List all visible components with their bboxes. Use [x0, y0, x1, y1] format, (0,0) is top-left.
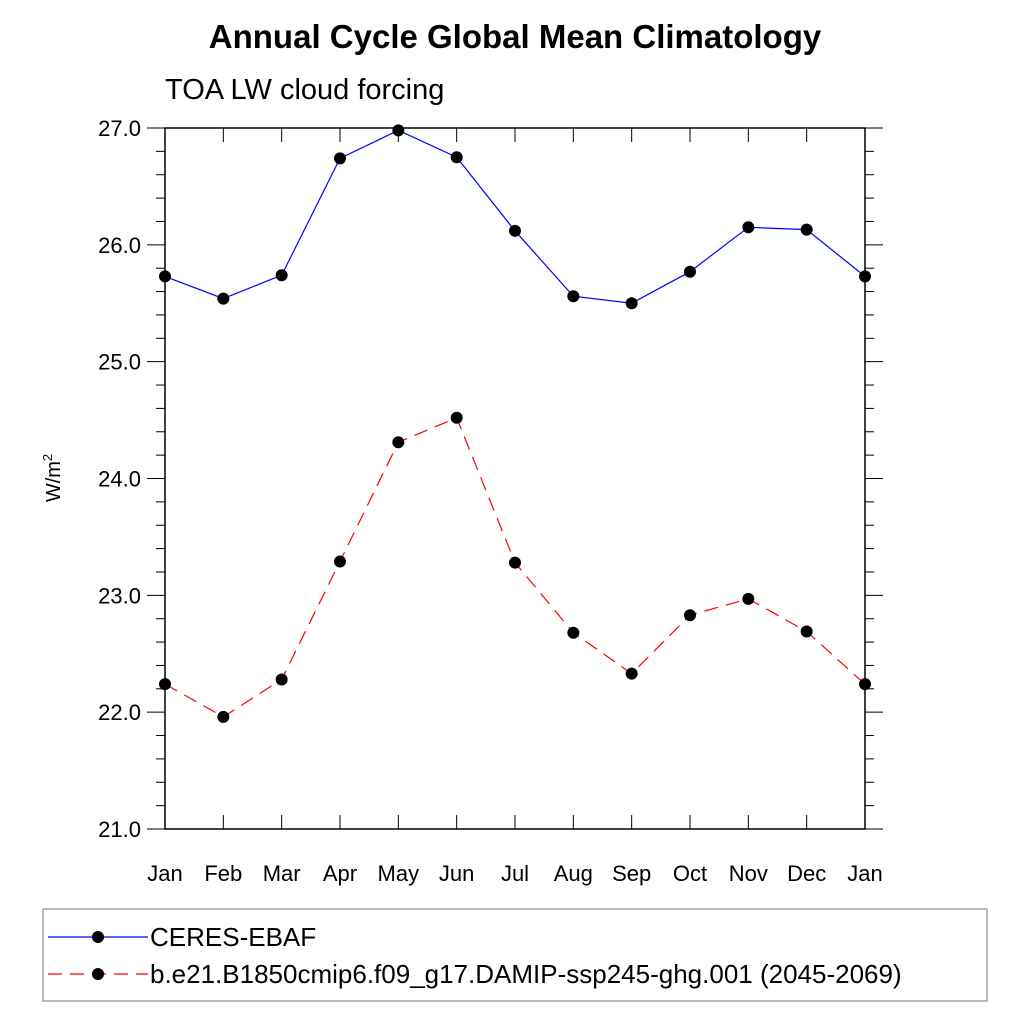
- series-line-1: [164, 129, 866, 304]
- series-2-point: [742, 592, 755, 605]
- series-1-point: [567, 290, 580, 303]
- series-1-point: [742, 221, 755, 234]
- series-1-point: [800, 223, 813, 236]
- series-1-point: [625, 297, 638, 310]
- series-2-point: [159, 678, 171, 691]
- x-tick-label: May: [378, 861, 420, 886]
- series-2-point: [217, 710, 230, 723]
- series-2-point: [625, 667, 638, 680]
- legend-label-1: CERES-EBAF: [150, 922, 316, 952]
- x-tick-label: Aug: [554, 861, 593, 886]
- chart-subtitle: TOA LW cloud forcing: [165, 74, 444, 106]
- y-axis-label-text: W/m: [43, 461, 65, 502]
- series-2-point: [567, 626, 580, 639]
- series-1-point: [275, 269, 288, 282]
- y-tick-label: 27.0: [98, 116, 141, 141]
- y-axis-label: W/m2: [40, 454, 65, 502]
- series-2-point: [684, 609, 696, 622]
- legend-box: [42, 908, 988, 1002]
- y-axis-label-superscript: 2: [40, 454, 55, 461]
- axis-layer: Jan Feb Mar Apr May Jun Jul Aug Sep Oct Nov Dec Jan2…: [40, 116, 883, 886]
- y-tick-label: 25.0: [98, 350, 141, 375]
- y-tick-label: 23.0: [98, 583, 141, 608]
- series-2-point: [859, 678, 871, 691]
- chart-title: Annual Cycle Global Mean Climatology: [209, 18, 822, 55]
- y-tick-label: 22.0: [98, 700, 141, 725]
- x-tick-label: Sep: [612, 861, 651, 886]
- x-tick-label: Jan: [147, 861, 182, 886]
- series-2-point: [392, 436, 405, 449]
- y-tick-label: 24.0: [98, 467, 141, 492]
- series-1-point: [334, 152, 346, 165]
- series-2-point: [450, 411, 463, 424]
- series-1-point: [450, 151, 463, 164]
- series-2-point: [509, 556, 521, 569]
- legend: CERES-EBAF b.e21.B1850cmip6.f09_g17.DAMIP…: [42, 908, 988, 1002]
- series-layer: [159, 124, 871, 723]
- series-2-point: [334, 555, 346, 568]
- x-tick-label: Apr: [323, 861, 357, 886]
- y-tick-label: 21.0: [98, 817, 141, 842]
- x-tick-label: Jul: [501, 861, 529, 886]
- legend-marker-1: [92, 931, 104, 943]
- x-tick-label: Nov: [729, 861, 768, 886]
- x-tick-label: Jan: [847, 861, 882, 886]
- legend-label-2: b.e21.B1850cmip6.f09_g17.DAMIP-ssp245-gh…: [150, 959, 902, 989]
- series-2-point: [275, 673, 288, 686]
- legend-marker-2: [92, 968, 104, 980]
- x-tick-label: Mar: [263, 861, 301, 886]
- series-1-point: [159, 270, 171, 283]
- y-tick-label: 26.0: [98, 233, 141, 258]
- series-1-point: [217, 292, 230, 305]
- x-tick-label: Dec: [787, 861, 826, 886]
- series-2-point: [800, 625, 813, 638]
- series-1-point: [392, 124, 405, 137]
- x-tick-label: Feb: [204, 861, 242, 886]
- x-tick-label: Jun: [439, 861, 474, 886]
- series-1-point: [684, 265, 696, 278]
- x-tick-label: Oct: [673, 861, 707, 886]
- series-1-point: [859, 270, 871, 283]
- series-1-point: [509, 224, 521, 237]
